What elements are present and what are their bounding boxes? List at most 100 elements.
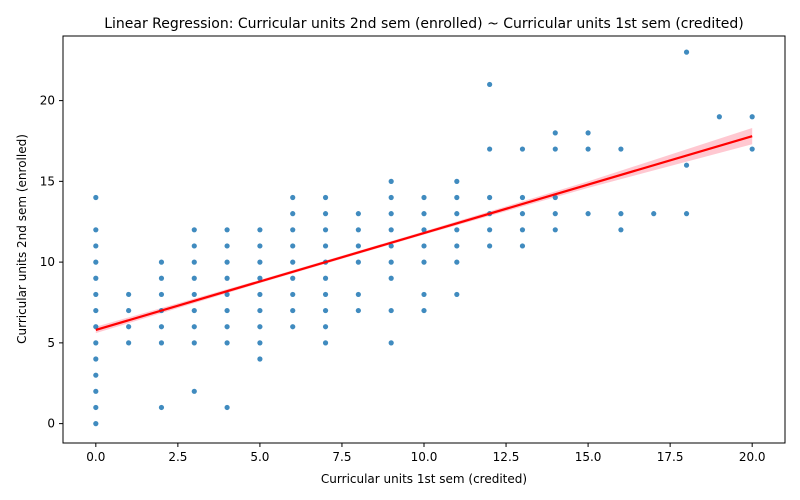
scatter-point — [454, 227, 460, 233]
scatter-point — [421, 307, 427, 314]
y-axis-title: Curricular units 2nd sem (enrolled) — [15, 134, 29, 344]
scatter-point — [322, 227, 329, 233]
x-axis-title: Curricular units 1st sem (credited) — [321, 472, 527, 486]
scatter-point — [487, 81, 493, 88]
y-axis-ticks: 0 5 10 15 20 — [40, 94, 63, 431]
scatter-point — [290, 324, 296, 330]
scatter-point — [322, 291, 329, 298]
scatter-point — [454, 243, 460, 249]
scatter-point — [191, 243, 197, 249]
scatter-point — [749, 114, 755, 120]
y-tick-label: 5 — [47, 336, 55, 350]
scatter-point — [454, 211, 460, 217]
scatter-point — [454, 259, 460, 265]
scatter-point — [93, 372, 99, 378]
scatter-point — [552, 211, 558, 217]
scatter-point — [421, 291, 427, 298]
scatter-point — [290, 243, 296, 249]
scatter-point — [322, 307, 329, 314]
scatter-point — [355, 291, 361, 298]
scatter-point — [519, 227, 526, 233]
x-tick-label: 12.5 — [493, 450, 520, 464]
scatter-point — [191, 227, 197, 233]
scatter-point — [487, 227, 493, 233]
scatter-point — [683, 162, 690, 168]
scatter-point — [552, 227, 558, 233]
scatter-point — [290, 307, 296, 314]
scatter-point — [421, 194, 427, 201]
scatter-point — [519, 243, 526, 249]
scatter-point — [93, 421, 99, 427]
x-tick-label: 5.0 — [250, 450, 269, 464]
scatter-point — [749, 146, 755, 152]
scatter-point — [224, 227, 230, 233]
scatter-point — [355, 307, 361, 314]
scatter-point — [290, 259, 296, 265]
scatter-point — [487, 146, 493, 152]
scatter-point — [519, 211, 526, 217]
x-tick-label: 17.5 — [657, 450, 684, 464]
scatter-point — [257, 356, 263, 362]
x-tick-label: 10.0 — [411, 450, 438, 464]
scatter-point — [355, 211, 361, 217]
scatter-point — [158, 259, 165, 265]
scatter-point — [322, 243, 329, 249]
scatter-point — [158, 404, 165, 411]
scatter-point — [93, 275, 99, 281]
y-tick-label: 15 — [40, 174, 55, 188]
scatter-point — [322, 324, 329, 330]
scatter-point — [257, 259, 263, 265]
scatter-point — [618, 146, 624, 152]
scatter-point — [257, 275, 263, 281]
scatter-point — [224, 404, 230, 411]
scatter-point — [618, 227, 624, 233]
scatter-point — [290, 291, 296, 298]
scatter-point — [388, 227, 394, 233]
scatter-point — [224, 340, 230, 346]
scatter-point — [290, 227, 296, 233]
scatter-point — [290, 275, 296, 281]
scatter-point — [388, 340, 394, 346]
scatter-point — [93, 324, 99, 330]
scatter-point — [191, 388, 197, 394]
scatter-point — [191, 259, 197, 265]
scatter-point — [388, 259, 394, 265]
scatter-point — [421, 243, 427, 249]
scatter-point — [93, 307, 99, 314]
scatter-point — [388, 194, 394, 201]
scatter-point — [355, 259, 361, 265]
scatter-point — [683, 49, 690, 55]
scatter-point — [191, 324, 197, 330]
scatter-point — [191, 340, 197, 346]
scatter-point — [257, 307, 263, 314]
scatter-point — [585, 146, 591, 152]
scatter-point — [126, 324, 132, 330]
scatter-point — [388, 275, 394, 281]
scatter-point — [487, 243, 493, 249]
scatter-point — [224, 259, 230, 265]
x-tick-label: 20.0 — [739, 450, 766, 464]
scatter-point — [290, 211, 296, 217]
scatter-point — [257, 243, 263, 249]
scatter-point — [585, 130, 591, 136]
scatter-point — [224, 275, 230, 281]
scatter-point — [519, 146, 526, 152]
scatter-point — [388, 211, 394, 217]
scatter-point — [158, 340, 165, 346]
scatter-point — [126, 340, 132, 346]
scatter-point — [552, 146, 558, 152]
x-tick-label: 15.0 — [575, 450, 602, 464]
scatter-point — [651, 211, 657, 217]
scatter-point — [191, 307, 197, 314]
scatter-point — [683, 211, 690, 217]
scatter-point — [224, 324, 230, 330]
scatter-point — [158, 275, 165, 281]
scatter-point — [93, 340, 99, 346]
y-tick-label: 20 — [40, 94, 55, 108]
scatter-point — [191, 291, 197, 298]
y-tick-label: 0 — [47, 417, 55, 431]
scatter-point — [552, 194, 558, 201]
scatter-point — [93, 243, 99, 249]
scatter-point — [224, 291, 230, 298]
regression-line — [95, 135, 753, 331]
